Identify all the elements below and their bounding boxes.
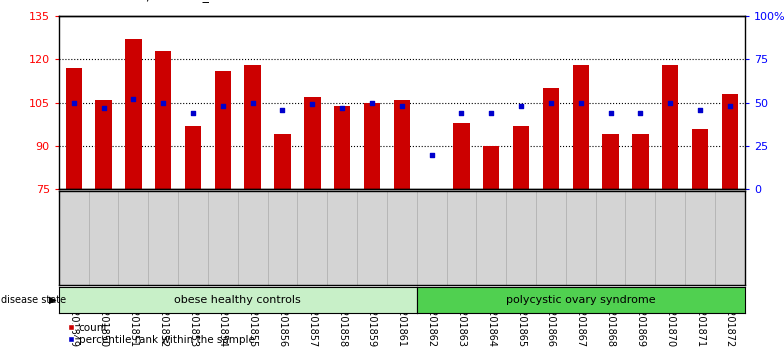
Bar [722,94,738,189]
Point [157,100,169,105]
Point [694,107,706,113]
Bar [334,105,350,189]
Bar [155,51,172,189]
Point [604,110,617,116]
Point [365,100,378,105]
Text: polycystic ovary syndrome: polycystic ovary syndrome [506,295,655,305]
Legend: count, percentile rank within the sample: count, percentile rank within the sample [64,318,259,349]
Bar [632,135,648,189]
Text: obese healthy controls: obese healthy controls [174,295,301,305]
Point [67,100,80,105]
Bar [304,97,321,189]
Bar [66,68,82,189]
Point [545,100,557,105]
Bar [215,71,231,189]
Bar [513,126,529,189]
Point [216,103,229,109]
Point [187,110,199,116]
Bar [662,65,678,189]
Bar [364,103,380,189]
Bar [125,39,142,189]
Point [97,105,110,111]
Point [127,96,140,102]
Bar [543,88,559,189]
Point [575,100,587,105]
Bar [245,65,261,189]
Text: disease state: disease state [1,295,66,305]
Point [724,103,736,109]
Text: GDS4133 / 229827_at: GDS4133 / 229827_at [84,0,222,2]
Bar [602,135,619,189]
Point [485,110,498,116]
Point [336,105,348,111]
Point [634,110,647,116]
Text: ▶: ▶ [49,295,57,305]
Point [515,103,528,109]
Point [246,100,259,105]
Bar [483,146,499,189]
Bar [274,135,291,189]
Bar [394,100,410,189]
Bar [185,126,201,189]
Bar [572,65,589,189]
Bar [96,100,112,189]
Point [664,100,677,105]
Point [395,103,408,109]
Bar [453,123,470,189]
Point [306,102,318,107]
Bar [691,129,708,189]
Point [426,152,438,158]
Point [276,107,289,113]
Point [456,110,468,116]
